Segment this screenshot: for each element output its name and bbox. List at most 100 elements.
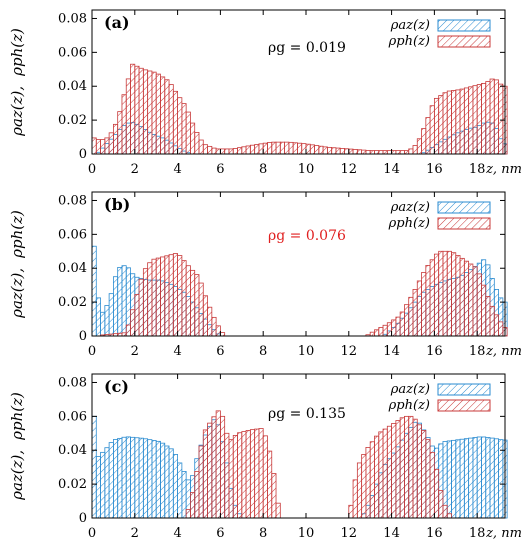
bar-ph [365, 150, 371, 155]
bar-ph [202, 295, 208, 337]
bar-ph [416, 280, 422, 337]
bar-ph [207, 145, 213, 155]
bar-ph [95, 139, 101, 155]
bar-ph [468, 263, 474, 337]
bar-az [468, 437, 474, 519]
bar-ph [245, 430, 251, 519]
legend-swatch-ph [437, 217, 491, 230]
bar-ph [254, 428, 260, 519]
bar-az [125, 436, 131, 519]
bar-ph [125, 78, 131, 155]
bar-ph [459, 88, 465, 155]
bar-ph [104, 137, 110, 155]
bar-ph [412, 145, 418, 155]
bar-az [476, 436, 482, 519]
bar-ph [297, 142, 303, 155]
panel-b: ρaz(z), ρph(z) 0 0.02 0.04 0.06 0.08 0 2 4 6 8 10 12… [8, 191, 522, 359]
x-tick-label: 4 [173, 526, 181, 541]
x-tick-label: 10 [298, 344, 315, 359]
y-tick-label: 0.02 [58, 113, 87, 128]
svg-text:ρaz(z),ρph(z): ρaz(z), ρph(z) [8, 210, 26, 319]
bar-ph [219, 148, 226, 155]
bar-ph [438, 95, 444, 155]
bar-ph [185, 265, 191, 337]
bar-ph [429, 105, 435, 155]
bar-ph [412, 289, 418, 337]
y-label-az: ρaz(z), [8, 86, 26, 137]
y-tick-label: 0.06 [58, 409, 87, 424]
bar-ph [194, 274, 200, 337]
svg-text:ρaz(z),ρph(z): ρaz(z), ρph(z) [8, 392, 26, 501]
bar-ph [476, 84, 482, 155]
bar-ph [361, 454, 367, 519]
bar-ph [168, 254, 174, 337]
bar-az [95, 456, 101, 519]
bar-ph [211, 416, 217, 519]
plot-frame [91, 191, 506, 337]
x-tick-label: 6 [216, 162, 224, 177]
x-tick-label: 18 [469, 344, 486, 359]
x-axis-label: z, nm [485, 162, 522, 177]
bar-ph [493, 314, 499, 337]
y-tick-label: 0.06 [58, 45, 87, 60]
bar-ph [489, 78, 495, 155]
series-ph [100, 250, 508, 337]
bar-ph [164, 79, 170, 155]
bar-ph [399, 417, 405, 519]
bar-az [151, 440, 157, 519]
bar-ph [134, 294, 140, 337]
y-tick-label: 0 [79, 511, 87, 526]
bar-ph [177, 255, 183, 337]
y-label-az: ρaz(z), [8, 450, 26, 501]
legend-label-az: ρaz(z) [390, 382, 430, 397]
bar-ph [429, 259, 435, 337]
bar-ph [356, 149, 363, 155]
bar-ph [472, 85, 478, 155]
bar-ph [318, 145, 324, 155]
bar-ph [425, 265, 431, 337]
bar-ph [442, 504, 448, 519]
legend-label-az: ρaz(z) [390, 18, 430, 33]
bar-ph [408, 415, 414, 519]
bar-ph [198, 282, 204, 337]
bar-ph [172, 90, 178, 155]
bar-ph [228, 439, 234, 519]
bar-ph [421, 128, 427, 155]
bar-ph [331, 147, 337, 155]
bar-ph [348, 148, 354, 155]
bar-ph [275, 502, 281, 519]
bar-az [489, 437, 495, 519]
bar-ph [365, 447, 371, 519]
density-annotation: ρg = 0.019 [268, 40, 346, 56]
x-tick-label: 12 [341, 344, 358, 359]
plot-area: 0 0.02 0.04 0.06 0.08 0 2 4 6 8 10 12 14 16 18 z, nm ρaz… [58, 191, 522, 359]
bar-ph [138, 278, 144, 337]
svg-text:ρaz(z),ρph(z): ρaz(z), ρph(z) [8, 28, 26, 137]
bar-ph [198, 445, 204, 519]
bar-ph [438, 250, 444, 337]
bar-ph [249, 429, 256, 519]
bar-ph [352, 479, 358, 519]
bar-ph [190, 492, 196, 519]
bar-ph [190, 122, 196, 155]
bar-ph [142, 69, 149, 155]
bar-ph [215, 148, 221, 155]
bar-ph [399, 311, 405, 337]
y-tick-label: 0.02 [58, 295, 87, 310]
legend: ρaz(z)ρph(z) [388, 382, 491, 413]
bar-az [472, 437, 478, 519]
bar-ph [237, 147, 243, 155]
x-tick-label: 12 [341, 162, 358, 177]
bar-ph [348, 504, 354, 519]
x-tick-label: 0 [88, 344, 96, 359]
legend-swatch-az [437, 383, 491, 396]
bar-ph [254, 144, 260, 155]
y-tick-label: 0.04 [58, 79, 87, 94]
bar-ph [125, 324, 131, 337]
legend-label-ph: ρph(z) [388, 34, 430, 49]
bar-az [155, 440, 161, 519]
bar-ph [211, 316, 217, 337]
bar-ph [100, 139, 106, 155]
y-label-ph: ρph(z) [8, 210, 26, 259]
